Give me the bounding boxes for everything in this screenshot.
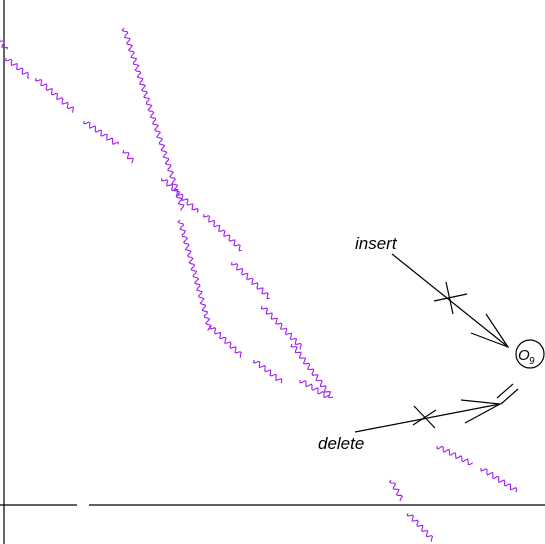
wavy-trace-10 <box>260 305 302 350</box>
wavy-trace-4 <box>83 120 120 145</box>
insert-arrow <box>391 253 510 349</box>
insert-cross-mark-b <box>445 281 454 315</box>
wavy-trace-16 <box>436 445 474 466</box>
wavy-traces <box>0 27 518 542</box>
wavy-trace-7 <box>160 177 199 213</box>
wavy-trace-12 <box>177 219 212 331</box>
wavy-trace-14 <box>253 359 283 384</box>
wavy-trace-6 <box>121 27 185 211</box>
wavy-trace-13 <box>208 325 242 358</box>
wavy-trace-15 <box>299 379 330 399</box>
delete-label: delete <box>318 434 364 453</box>
wavy-trace-8 <box>202 213 242 252</box>
delete-arrow-shaft <box>354 403 501 433</box>
wavy-trace-3 <box>34 77 74 113</box>
delete-cross-mark-b <box>412 409 437 426</box>
o9-node-circle <box>515 339 545 369</box>
wavy-trace-9 <box>230 261 270 300</box>
insert-cross-mark-a <box>433 293 468 302</box>
wavy-trace-1 <box>0 38 9 50</box>
wavy-trace-19 <box>406 512 434 542</box>
wavy-trace-18 <box>388 479 404 502</box>
wavy-trace-2 <box>5 57 30 79</box>
o9-node-subscript: 9 <box>529 356 535 367</box>
wavy-trace-5 <box>122 149 134 164</box>
insert-label: insert <box>355 234 398 253</box>
wavy-trace-17 <box>480 467 518 493</box>
double-bar-mark-a <box>496 383 514 399</box>
o9-node: O 9 <box>515 339 545 369</box>
o9-node-letter: O <box>518 347 530 364</box>
double-bar-mark-b <box>500 388 519 405</box>
delete-arrow <box>354 383 519 433</box>
delete-arrow-head <box>460 399 502 424</box>
insert-arrow-head <box>470 313 510 349</box>
wavy-trace-11 <box>290 343 334 399</box>
